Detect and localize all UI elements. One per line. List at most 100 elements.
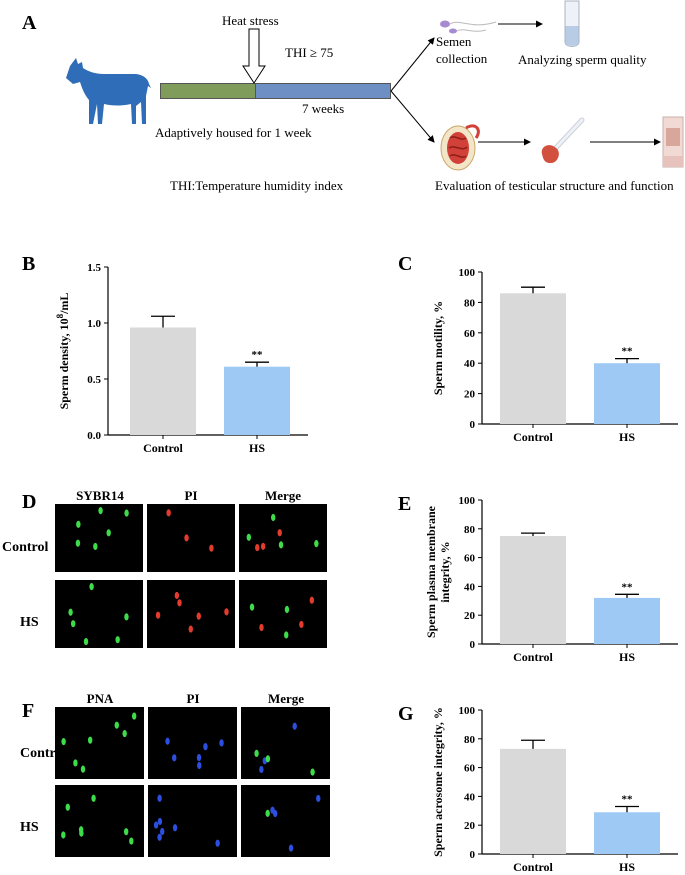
cells-overlay [155, 591, 229, 633]
bar-hs [224, 366, 290, 435]
cells-overlay [265, 794, 321, 852]
panel-letter-e: E [398, 493, 412, 515]
panel-letter-g: G [398, 703, 414, 725]
y-tick-label: 0 [470, 419, 476, 431]
y-tick-label: 20 [464, 610, 476, 622]
cells-overlay [61, 794, 134, 845]
evaluation-label: Evaluation of testicular structure and f… [435, 178, 674, 193]
y-axis-label: Sperm plasma membraneintegrity, % [424, 505, 452, 638]
bar-control [500, 536, 566, 644]
column-header-pi: PI [184, 488, 198, 503]
y-tick-label: 0 [470, 849, 476, 861]
cells-overlay [254, 722, 315, 776]
row-label-hs: HS [20, 820, 39, 835]
micrograph-tile [55, 504, 143, 572]
micrograph-tile [241, 785, 330, 857]
y-tick-label: 20 [464, 389, 476, 401]
test-tube-icon [564, 0, 580, 47]
bar-control [500, 748, 566, 854]
y-tick-label: 40 [464, 581, 476, 593]
bar-control [130, 327, 196, 435]
significance-marker: ** [622, 581, 634, 593]
bar-control [500, 293, 566, 424]
y-tick-label: 60 [464, 553, 476, 565]
micrograph-tile [147, 504, 235, 572]
y-tick-label: 100 [459, 705, 476, 717]
y-axis-label: Sperm motility, % [431, 301, 445, 395]
column-header-merge: Merge [264, 488, 302, 503]
sperm-icon [440, 20, 497, 34]
micrograph-tile [148, 707, 237, 779]
row-label-hs: HS [20, 615, 39, 630]
heat-stress-label: Heat stress [222, 13, 279, 28]
testis-icon [440, 124, 480, 171]
x-tick-label: Control [513, 650, 553, 664]
y-tick-label: 0.0 [87, 430, 101, 442]
x-tick-label: HS [249, 441, 265, 455]
y-tick-label: 0 [470, 639, 476, 651]
y-tick-label: 60 [464, 328, 476, 340]
semen-label-2: collection [436, 51, 488, 66]
x-tick-label: Control [143, 441, 183, 455]
acclimation-bar [160, 83, 256, 99]
sperm-motility-chart: 0 20 40 60 80 100 Control ** HS Sperm motility, % [431, 267, 678, 444]
micrograph-tile [239, 504, 327, 572]
cells-overlay [153, 794, 220, 847]
panel-letter-c: C [398, 253, 413, 275]
x-tick-label: HS [619, 430, 635, 444]
panel-letter-b: B [22, 253, 36, 275]
cells-overlay [246, 513, 319, 552]
y-tick-label: 1.5 [87, 262, 101, 274]
cells-overlay [68, 583, 129, 646]
y-tick-label: 1.0 [87, 318, 101, 330]
x-tick-label: HS [619, 860, 635, 874]
goat-icon [66, 58, 151, 124]
panel-letter-d: D [22, 491, 37, 513]
micrograph-tile [55, 785, 144, 857]
thi-definition: THI:Temperature humidity index [170, 178, 344, 193]
column-header-pi: PI [186, 691, 200, 706]
micrograph-tile [147, 580, 235, 648]
row-label-control: Control [2, 540, 49, 555]
bar-hs [594, 363, 660, 424]
thi-threshold-label: THI ≥ 75 [285, 45, 334, 60]
cells-overlay [165, 737, 224, 770]
heat-stress-bar [255, 83, 391, 99]
significance-marker: ** [252, 349, 264, 361]
column-header-pna: PNA [86, 691, 114, 706]
micrograph-tile [241, 707, 330, 779]
y-tick-label: 0.5 [87, 374, 101, 386]
x-tick-label: Control [513, 860, 553, 874]
acclimation-label: Adaptively housed for 1 week [155, 125, 312, 140]
x-tick-label: Control [513, 430, 553, 444]
semen-label-1: Semen [436, 34, 472, 49]
significance-marker: ** [622, 346, 634, 358]
micrograph-tile [55, 707, 144, 779]
membrane-integrity-chart: 0 20 40 60 80 100 Control ** HS Sperm plasma memb… [424, 495, 678, 664]
y-tick-label: 80 [464, 524, 476, 536]
micrograph-tile [55, 580, 143, 648]
micrograph-tile [239, 580, 327, 648]
y-axis-label: Sperm acrosome integrity, % [431, 707, 445, 857]
bar-hs [594, 597, 660, 644]
column-header-sybr14: SYBR14 [76, 488, 124, 503]
cells-overlay [166, 509, 214, 552]
y-tick-label: 60 [464, 763, 476, 775]
sperm-density-chart: 0.0 0.5 1.0 1.5 Control ** HS Sperm density, 10… [55, 262, 308, 455]
panel-letter-f: F [22, 700, 35, 722]
column-header-merge: Merge [267, 691, 305, 706]
y-axis-label: Sperm density, 108/mL [55, 293, 71, 410]
analyze-label: Analyzing sperm quality [518, 52, 647, 67]
histology-slide-icon [662, 116, 684, 168]
acrosome-integrity-chart: 0 20 40 60 80 100 Control ** HS Sperm acrosome in… [431, 705, 678, 874]
tissue-sample-icon [541, 117, 585, 164]
bar-hs [594, 812, 660, 854]
significance-marker: ** [622, 793, 634, 805]
y-tick-label: 100 [459, 495, 476, 507]
cells-overlay [249, 596, 315, 639]
x-tick-label: HS [619, 650, 635, 664]
y-tick-label: 80 [464, 734, 476, 746]
row-label-control: Control [20, 746, 67, 761]
y-tick-label: 80 [464, 297, 476, 309]
y-tick-label: 100 [459, 267, 476, 279]
